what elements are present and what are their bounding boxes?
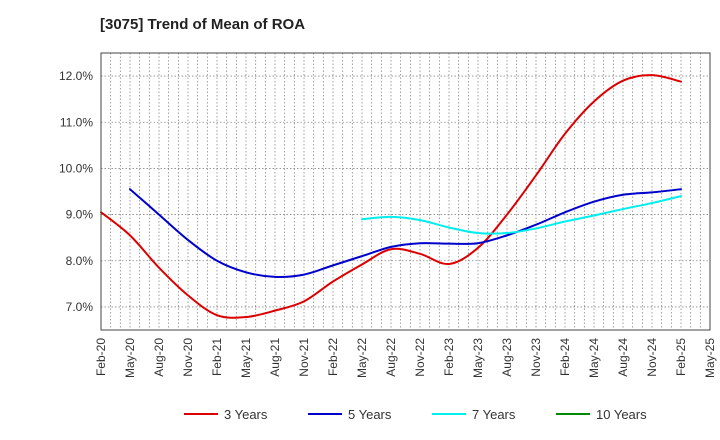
x-tick-label: May-20 xyxy=(123,338,137,378)
chart-title: [3075] Trend of Mean of ROA xyxy=(100,16,306,33)
y-tick-label: 10.0% xyxy=(59,161,93,175)
series-line-5-years xyxy=(129,188,682,278)
x-tick-label: Feb-22 xyxy=(326,338,340,376)
legend-label-10-years: 10 Years xyxy=(596,407,647,422)
y-tick-label: 12.0% xyxy=(59,69,93,83)
x-tick-label: May-24 xyxy=(587,338,601,378)
y-tick-label: 8.0% xyxy=(66,254,94,268)
x-tick-label: Feb-20 xyxy=(94,338,108,376)
x-tick-label: May-22 xyxy=(355,338,369,378)
x-axis-ticks: Feb-20 May-20 Aug-20 Nov-20 Feb-21 May-21 Aug-… xyxy=(94,338,717,378)
x-tick-label: Feb-25 xyxy=(674,338,688,376)
series-line-7-years xyxy=(361,195,682,235)
plot-frame xyxy=(100,52,711,331)
y-tick-label: 7.0% xyxy=(66,300,94,314)
x-tick-label: Nov-20 xyxy=(181,338,195,377)
x-tick-label: May-23 xyxy=(471,338,485,378)
x-tick-label: Feb-23 xyxy=(442,338,456,376)
y-tick-label: 11.0% xyxy=(60,115,93,129)
x-tick-label: Nov-24 xyxy=(645,338,659,377)
legend-label-5-years: 5 Years xyxy=(348,407,392,422)
legend: 3 Years 5 Years 7 Years 10 Years xyxy=(184,407,647,422)
x-tick-label: Aug-24 xyxy=(616,338,630,377)
series-lines xyxy=(100,74,682,319)
x-tick-label: Aug-23 xyxy=(500,338,514,377)
series-line-3-years xyxy=(100,74,682,319)
x-tick-label: Feb-21 xyxy=(210,338,224,376)
y-axis-ticks: 7.0% 8.0% 9.0% 10.0% 11.0% 12.0% xyxy=(59,69,93,314)
x-tick-label: May-25 xyxy=(703,338,717,378)
x-tick-label: Nov-21 xyxy=(297,338,311,377)
x-tick-label: Feb-24 xyxy=(558,338,572,376)
x-tick-label: May-21 xyxy=(239,338,253,378)
x-tick-label: Nov-22 xyxy=(413,338,427,377)
x-tick-label: Aug-20 xyxy=(152,338,166,377)
x-tick-label: Aug-22 xyxy=(384,338,398,377)
x-tick-label: Aug-21 xyxy=(268,338,282,377)
plot-area xyxy=(101,53,710,330)
legend-label-3-years: 3 Years xyxy=(224,407,268,422)
legend-label-7-years: 7 Years xyxy=(472,407,516,422)
x-tick-label: Nov-23 xyxy=(529,338,543,377)
y-tick-label: 9.0% xyxy=(66,208,94,222)
